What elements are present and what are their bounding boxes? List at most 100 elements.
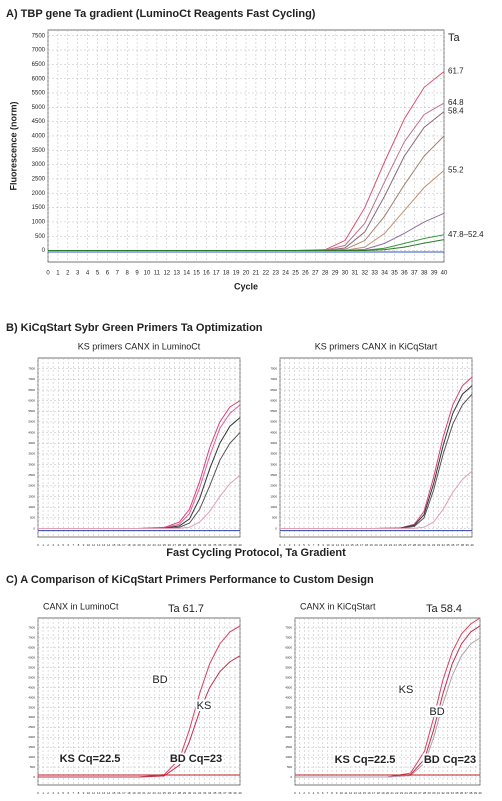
x-tick-label: 25 [398, 543, 402, 547]
x-tick-label: 33 [371, 271, 378, 277]
legend-title: Ta [448, 32, 461, 44]
x-tick-label: 35 [446, 543, 450, 547]
x-tick-label: 32 [432, 543, 436, 547]
x-tick-label: 5 [62, 543, 64, 547]
y-tick-label: 2500 [270, 473, 277, 477]
x-tick-label: 32 [198, 791, 202, 795]
x-tick-label: 16 [355, 543, 359, 547]
x-tick-label: 29 [427, 791, 431, 795]
data-line [280, 470, 473, 529]
x-tick-label: 36 [401, 271, 408, 277]
y-tick-label: 3500 [28, 452, 35, 456]
y-tick-label: 5500 [28, 665, 35, 669]
x-tick-label: 37 [411, 271, 418, 277]
x-tick-label: 11 [92, 791, 95, 795]
x-tick-label: 3 [308, 791, 310, 795]
annotation: KS Cq=22.5 [60, 753, 121, 765]
y-tick-label: 5000 [285, 675, 292, 679]
x-tick-label: 2 [303, 791, 305, 795]
x-tick-label: 40 [238, 543, 242, 547]
x-tick-label: 23 [272, 271, 279, 277]
x-tick-label: 19 [132, 791, 136, 795]
x-tick-label: 25 [163, 543, 167, 547]
x-tick-label: 37 [223, 791, 227, 795]
x-tick-label: 12 [336, 543, 340, 547]
x-tick-label: 23 [152, 543, 156, 547]
x-tick-label: 27 [173, 791, 177, 795]
data-line [48, 239, 445, 252]
x-tick-label: 23 [389, 543, 393, 547]
x-tick-label: 4 [313, 791, 315, 795]
x-tick-label: 19 [233, 271, 240, 277]
x-tick-label: 21 [142, 791, 146, 795]
x-tick-label: 28 [413, 543, 417, 547]
x-tick-label: 28 [322, 271, 329, 277]
x-tick-label: 8 [78, 543, 80, 547]
x-tick-label: 18 [127, 791, 131, 795]
data-line [38, 655, 241, 778]
y-tick-label: 3000 [270, 462, 277, 466]
y-tick-label: 1500 [32, 205, 46, 211]
x-tick-label: 14 [107, 791, 111, 795]
x-tick-label: 35 [213, 543, 217, 547]
x-tick-label: 38 [469, 791, 473, 795]
x-tick-label: 6 [106, 271, 110, 277]
y-tick-label: 4500 [28, 685, 35, 689]
x-tick-label: 2 [47, 543, 49, 547]
panel-heading: B) KiCqStart Sybr Green Primers Ta Optim… [6, 322, 263, 334]
x-tick-label: 27 [312, 271, 319, 277]
y-tick-label: 1000 [28, 505, 35, 509]
annotation: Ta 58.4 [426, 603, 462, 615]
x-tick-label: 11 [92, 543, 95, 547]
x-tick-label: 38 [228, 543, 232, 547]
x-tick-label: 16 [117, 791, 121, 795]
x-tick-label: 30 [342, 271, 349, 277]
x-tick-label: 37 [223, 543, 227, 547]
x-tick-label: 6 [322, 791, 324, 795]
x-tick-label: 40 [470, 543, 474, 547]
y-tick-label: 5500 [285, 665, 292, 669]
panel-heading: C) A Comparison of KiCqStart Primers Per… [6, 574, 374, 586]
x-tick-label: 16 [117, 543, 121, 547]
y-tick-label: 5000 [28, 675, 35, 679]
x-tick-label: 18 [377, 791, 381, 795]
x-tick-label: 20 [137, 791, 141, 795]
y-tick-label: 4000 [270, 441, 277, 445]
y-tick-label: 2000 [28, 735, 35, 739]
x-tick-label: 12 [349, 791, 353, 795]
x-tick-label: 1 [284, 543, 286, 547]
y-tick-label: 6000 [285, 656, 292, 660]
x-tick-label: 26 [302, 271, 309, 277]
x-tick-label: 16 [203, 271, 210, 277]
x-tick-label: 33 [446, 791, 450, 795]
y-tick-label: 0 [33, 775, 35, 779]
y-tick-label: 7000 [28, 377, 35, 381]
y-tick-label: 3000 [28, 462, 35, 466]
y-tick-label: 6000 [32, 76, 46, 82]
x-tick-label: 39 [474, 791, 478, 795]
y-tick-label: 500 [30, 765, 35, 769]
y-tick-label: 500 [30, 516, 35, 520]
x-tick-label: 35 [391, 271, 398, 277]
x-tick-label: 3 [52, 791, 54, 795]
y-tick-label: 7000 [28, 636, 35, 640]
x-tick-label: 24 [158, 791, 162, 795]
y-tick-label: 6500 [28, 388, 35, 392]
x-tick-label: 13 [102, 791, 106, 795]
x-tick-label: 39 [233, 543, 237, 547]
x-tick-label: 1 [42, 543, 44, 547]
y-tick-label: 4000 [28, 441, 35, 445]
x-tick-label: 14 [346, 543, 350, 547]
x-tick-label: 27 [418, 791, 422, 795]
y-tick-label: 7000 [285, 636, 292, 640]
x-tick-label: 8 [78, 791, 80, 795]
y-tick-label: 3500 [28, 705, 35, 709]
x-tick-label: 10 [340, 791, 344, 795]
x-tick-label: 22 [147, 791, 151, 795]
x-tick-label: 2 [289, 543, 291, 547]
y-tick-label: 2000 [32, 191, 46, 197]
y-tick-label: 2500 [28, 473, 35, 477]
x-tick-label: 23 [152, 791, 156, 795]
y-tick-label: 3500 [285, 705, 292, 709]
x-tick-label: 22 [147, 543, 151, 547]
